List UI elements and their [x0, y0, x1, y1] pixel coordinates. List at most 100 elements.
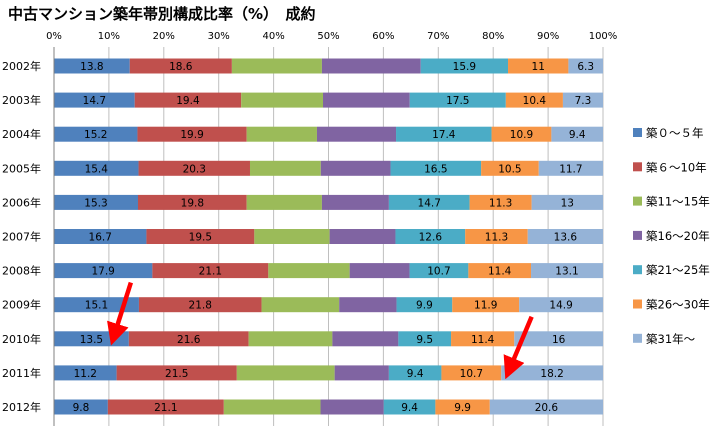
annotation-layer — [107, 281, 534, 380]
bar-segment — [469, 194, 532, 210]
x-tick-label: 60% — [372, 31, 394, 42]
annotation-arrow — [503, 315, 534, 380]
bar-segment — [508, 58, 569, 74]
legend-entry: 築26～30年 — [646, 298, 710, 312]
bar-segment — [54, 297, 139, 313]
data-label: 13.5 — [80, 334, 103, 346]
bar-segment — [54, 263, 153, 279]
category-label: 2006年 — [2, 195, 41, 209]
legend-entry: 築16～20年 — [646, 229, 710, 243]
chart-title: 中古マンション築年帯別構成比率（%） 成約 — [8, 5, 316, 23]
bar-segment — [409, 92, 506, 108]
bar-segment — [388, 365, 442, 381]
data-label: 10.4 — [523, 95, 547, 107]
bar-segment — [116, 365, 237, 381]
data-label: 9.9 — [454, 402, 471, 414]
bar-segment — [134, 92, 242, 108]
bar-segment — [54, 399, 108, 415]
category-label: 2003年 — [2, 93, 41, 107]
bar-segment — [320, 160, 391, 176]
bar-segment — [568, 58, 603, 74]
category-label: 2012年 — [2, 400, 41, 414]
bar-segment — [261, 297, 340, 313]
data-label: 19.8 — [181, 197, 204, 209]
bar-segment — [316, 126, 397, 142]
data-label: 11.4 — [471, 334, 495, 346]
value-labels-layer: 13.8 18.6 15.9 11 6.3 14.7 19.4 17.5 10.4 7.3 15.2… — [73, 61, 594, 414]
bar-segment — [527, 229, 603, 244]
legend-swatch — [633, 299, 642, 309]
legend: 築０～５年築６～10年築11～15年築16～20年築21～25年築26～30年築… — [633, 126, 710, 346]
bar-segment — [538, 160, 603, 176]
legend-entry: 築21～25年 — [646, 263, 710, 277]
bar-segment — [388, 194, 470, 210]
bar-segment — [146, 229, 255, 244]
data-label: 14.7 — [418, 197, 441, 209]
legend-entry: 築６～10年 — [646, 160, 707, 174]
bar-segment — [321, 58, 421, 74]
legend-entry: 築11～15年 — [646, 195, 710, 209]
bar-segment — [223, 399, 321, 415]
data-label: 10.9 — [510, 129, 533, 141]
bar-segment — [514, 331, 603, 347]
x-tick-label: 100% — [589, 31, 618, 42]
bar-segment — [231, 58, 322, 74]
bar-segment — [551, 126, 603, 142]
data-label: 9.4 — [401, 402, 418, 414]
bar-segment — [452, 297, 520, 313]
data-label: 21.1 — [199, 266, 222, 278]
bar-segment — [420, 58, 509, 74]
bar-segment — [390, 160, 482, 176]
data-label: 19.4 — [176, 95, 200, 107]
data-label: 15.9 — [453, 61, 476, 73]
bar-segment — [395, 229, 466, 244]
category-label: 2002年 — [2, 59, 41, 73]
x-tick-label: 10% — [98, 31, 120, 42]
data-label: 19.9 — [180, 129, 203, 141]
data-label: 13.8 — [80, 61, 103, 73]
category-label: 2007年 — [2, 230, 41, 244]
bar-segment — [519, 297, 603, 313]
data-label: 14.9 — [549, 300, 572, 312]
legend-swatch — [633, 230, 642, 240]
x-tick-label: 0% — [46, 31, 62, 42]
x-tick-label: 50% — [317, 31, 339, 42]
data-label: 13.1 — [555, 266, 578, 278]
bar-segment — [481, 160, 539, 176]
data-label: 10.7 — [460, 368, 483, 380]
bar-segment — [128, 331, 249, 347]
bar-segment — [152, 263, 269, 279]
category-label: 2005年 — [2, 161, 41, 175]
data-label: 16 — [552, 334, 566, 346]
bars-layer — [54, 58, 603, 415]
x-tick-label: 70% — [427, 31, 449, 42]
bar-segment — [246, 194, 322, 210]
bar-segment — [465, 229, 528, 244]
data-label: 11.3 — [485, 232, 508, 244]
bar-segment — [54, 229, 147, 244]
data-label: 7.3 — [575, 95, 592, 107]
bar-segment — [501, 365, 603, 381]
data-label: 10.7 — [427, 266, 450, 278]
legend-swatch — [633, 265, 642, 275]
bar-segment — [435, 399, 490, 415]
data-label: 20.6 — [535, 402, 559, 414]
bar-segment — [323, 92, 410, 108]
data-label: 17.9 — [91, 266, 114, 278]
data-label: 15.1 — [85, 300, 108, 312]
bar-segment — [236, 365, 335, 381]
data-label: 17.5 — [446, 95, 469, 107]
x-tick-label: 30% — [208, 31, 230, 42]
legend-swatch — [633, 196, 642, 206]
bar-segment — [54, 194, 138, 210]
bar-segment — [396, 297, 453, 313]
bar-segment — [339, 297, 397, 313]
x-tick-label: 90% — [537, 31, 559, 42]
data-label: 11.9 — [474, 300, 497, 312]
bar-segment — [320, 399, 384, 415]
bar-segment — [54, 92, 135, 108]
data-label: 15.2 — [84, 129, 107, 141]
bar-segment — [468, 263, 532, 279]
bar-segment — [321, 194, 389, 210]
